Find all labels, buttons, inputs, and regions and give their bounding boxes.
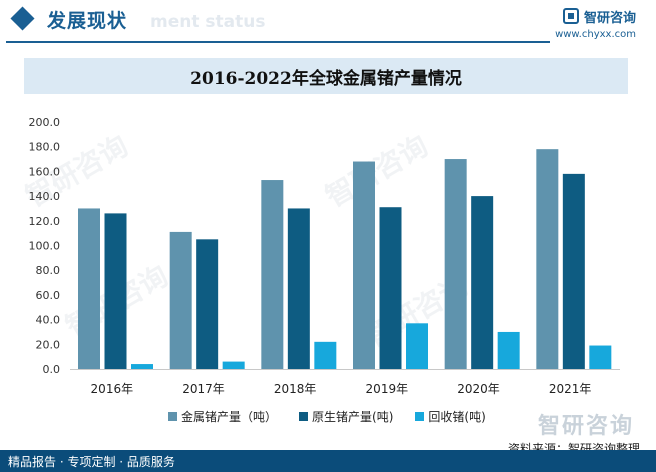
diamond-icon bbox=[10, 6, 35, 31]
x-tick-label: 2018年 bbox=[274, 382, 317, 396]
legend-swatch bbox=[299, 412, 309, 421]
y-tick-label: 140.0 bbox=[29, 190, 61, 203]
bar bbox=[353, 161, 375, 369]
section-subtitle: ment status bbox=[150, 12, 266, 32]
brand: 智研咨询 bbox=[562, 7, 636, 26]
x-tick-label: 2016年 bbox=[91, 382, 134, 396]
footer-slogan: 精品报告 · 专项定制 · 品质服务 bbox=[8, 455, 175, 469]
bar bbox=[314, 341, 337, 369]
brand-name: 智研咨询 bbox=[583, 10, 636, 26]
legend-label: 回收锗(吨) bbox=[428, 410, 486, 424]
y-tick-label: 160.0 bbox=[29, 165, 61, 178]
footer-logo: 智研咨询 bbox=[537, 414, 634, 439]
bar bbox=[169, 231, 192, 369]
section-title: 发展现状 bbox=[47, 10, 128, 32]
y-tick-label: 60.0 bbox=[36, 289, 61, 302]
footer-bar: 精品报告 · 专项定制 · 品质服务 bbox=[0, 450, 656, 472]
bar bbox=[261, 180, 284, 369]
bar bbox=[562, 173, 585, 369]
legend-item: 原生锗产量(吨) bbox=[299, 408, 393, 425]
header-divider bbox=[6, 41, 550, 43]
x-tick-label: 2020年 bbox=[457, 382, 500, 396]
legend-swatch bbox=[415, 412, 425, 421]
y-tick-label: 40.0 bbox=[36, 314, 61, 327]
chart-title-band: 2016-2022年全球金属锗产量情况 bbox=[24, 58, 628, 94]
y-tick-label: 20.0 bbox=[36, 338, 61, 351]
legend-item: 回收锗(吨) bbox=[415, 408, 486, 425]
y-tick-label: 80.0 bbox=[36, 264, 61, 277]
legend-label: 金属锗产量（吨） bbox=[181, 410, 278, 424]
bar bbox=[497, 331, 520, 369]
bar bbox=[406, 323, 428, 369]
x-tick-label: 2021年 bbox=[549, 382, 592, 396]
brand-url: www.chyxx.com bbox=[555, 29, 636, 40]
bar bbox=[444, 159, 467, 369]
bar-series bbox=[78, 149, 612, 369]
bar bbox=[78, 208, 100, 369]
bar bbox=[287, 208, 310, 369]
legend-item: 金属锗产量（吨） bbox=[168, 408, 277, 425]
x-axis-ticks: 2016年 2017年 2018年 2019年 2020年 2021年 bbox=[91, 382, 592, 396]
y-tick-label: 200.0 bbox=[29, 116, 61, 129]
bar bbox=[589, 345, 612, 369]
y-tick-label: 100.0 bbox=[29, 240, 61, 253]
chart-title: 2016-2022年全球金属锗产量情况 bbox=[190, 68, 462, 89]
x-tick-label: 2019年 bbox=[366, 382, 409, 396]
bar-chart: 0.0 20.0 40.0 60.0 80.0 100.0 120.0 140.0 160.0 1… bbox=[29, 116, 620, 396]
brand-logo-icon bbox=[562, 8, 579, 24]
y-tick-label: 120.0 bbox=[29, 215, 61, 228]
bar bbox=[379, 207, 402, 369]
page-header: 发展现状 ment status 智研咨询 www.chyxx.com bbox=[0, 0, 656, 43]
y-tick-label: 180.0 bbox=[29, 141, 61, 154]
chart-legend: 金属锗产量（吨） 原生锗产量(吨) 回收锗(吨) bbox=[168, 408, 508, 425]
y-axis-ticks: 0.0 20.0 40.0 60.0 80.0 100.0 120.0 140.0 160.0 1… bbox=[29, 116, 61, 376]
bar bbox=[196, 239, 219, 369]
x-tick-label: 2017年 bbox=[182, 382, 225, 396]
legend-swatch bbox=[168, 412, 177, 421]
bar bbox=[471, 196, 494, 369]
bar bbox=[131, 364, 153, 369]
bar bbox=[222, 361, 245, 369]
y-tick-label: 0.0 bbox=[43, 363, 61, 376]
bar bbox=[536, 149, 559, 369]
bar bbox=[104, 213, 127, 369]
legend-label: 原生锗产量(吨) bbox=[312, 410, 394, 424]
